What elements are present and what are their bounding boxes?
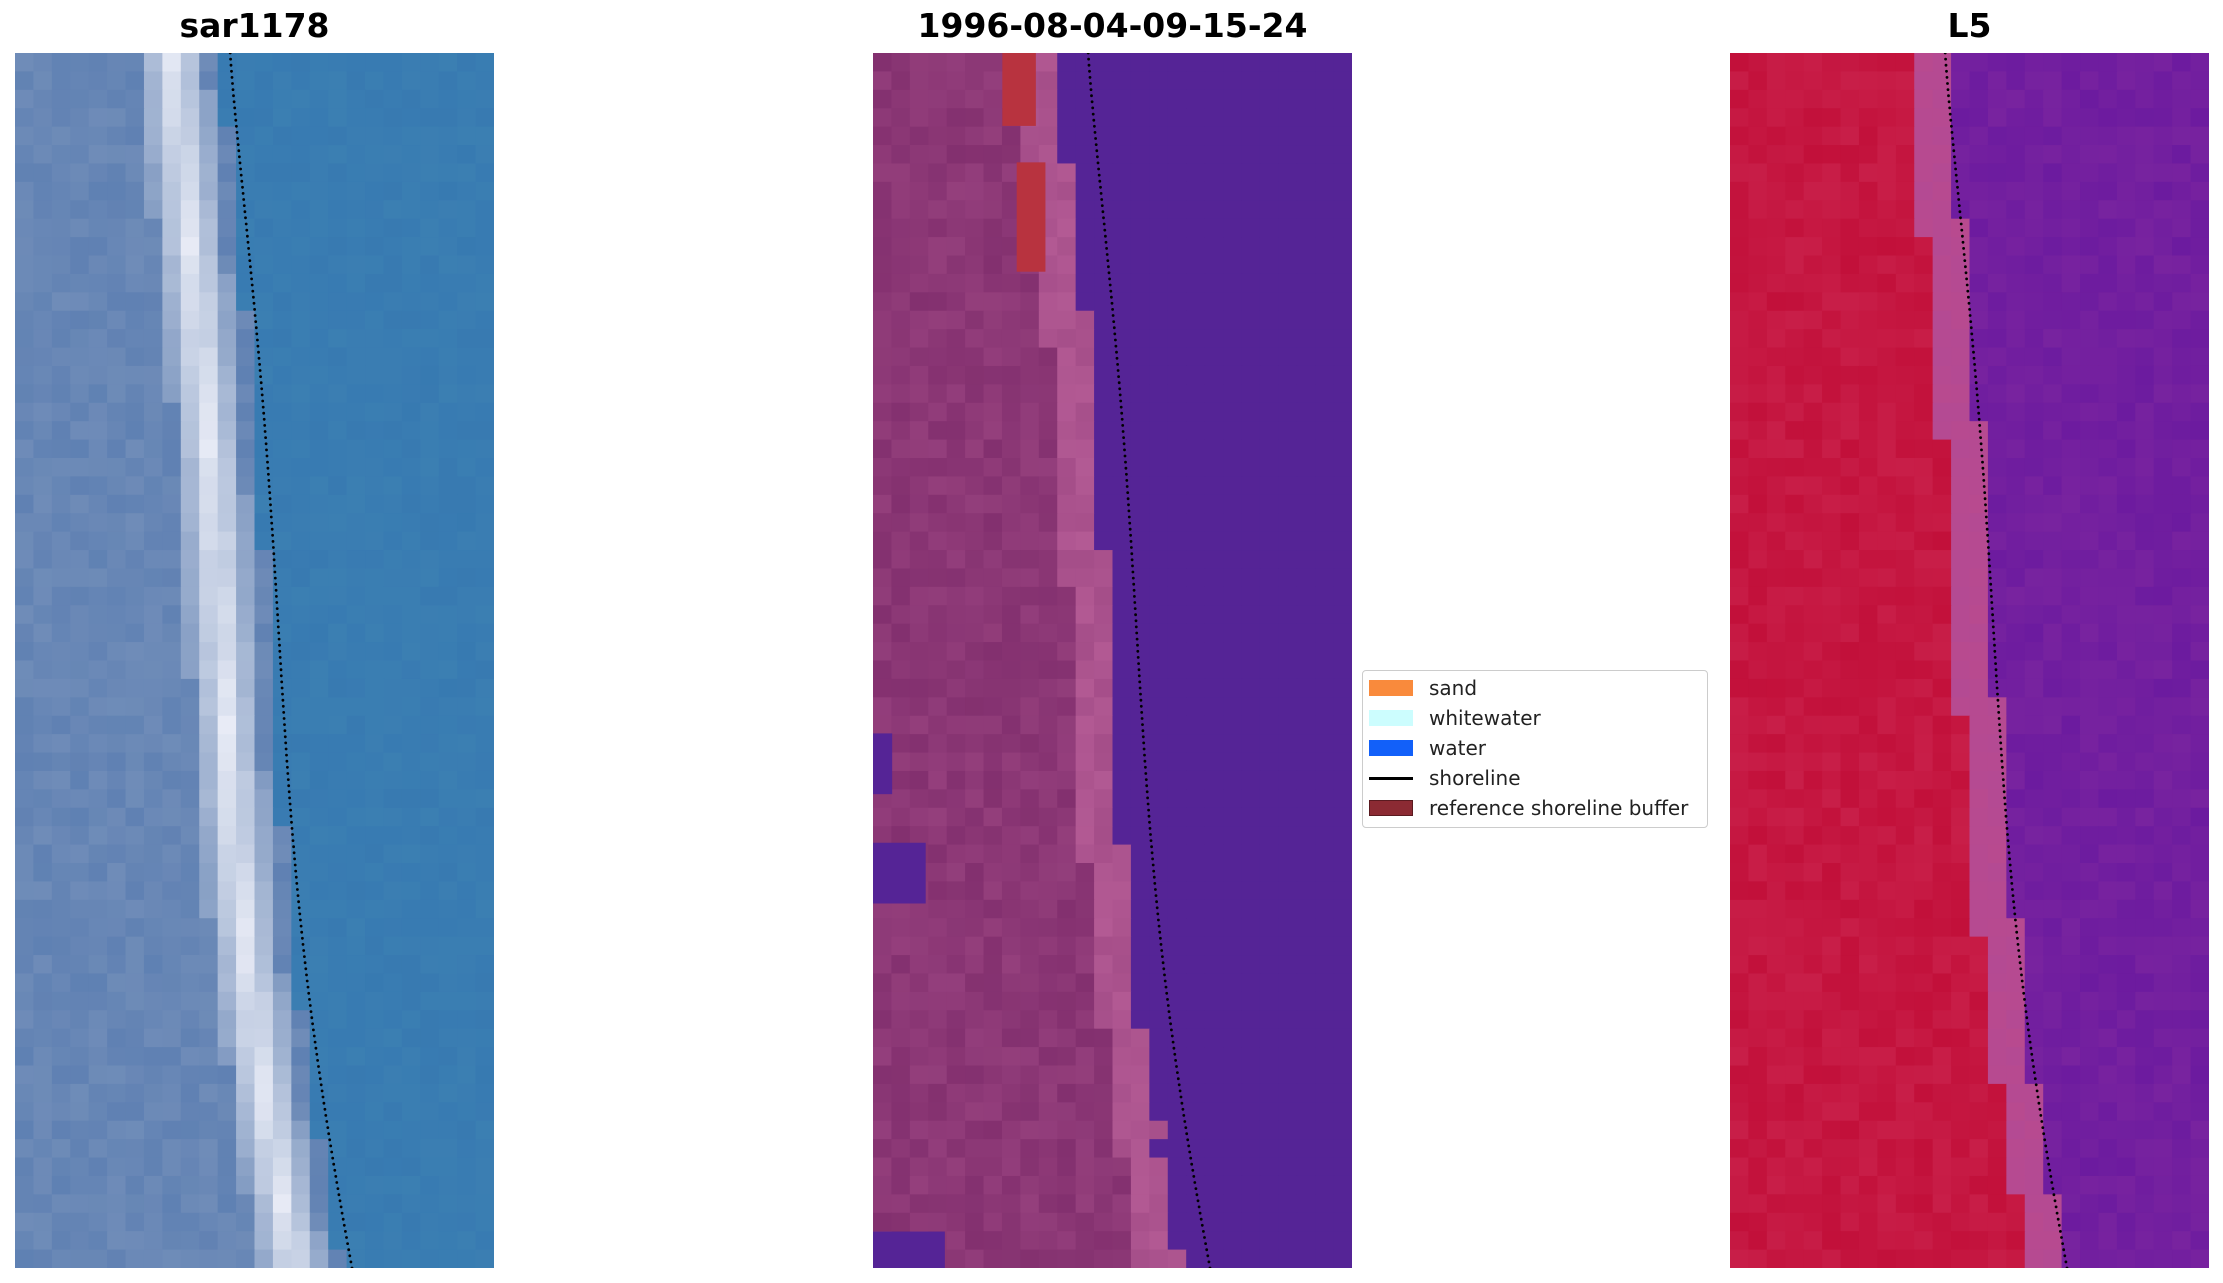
whitewater-swatch — [1369, 710, 1413, 726]
classified-image — [873, 53, 1352, 1268]
index-image-panel — [1730, 53, 2209, 1268]
rgb-image — [15, 53, 494, 1268]
shoreline-line-swatch — [1369, 776, 1413, 780]
legend-item-sand: sand — [1369, 675, 1477, 701]
legend-item-whitewater: whitewater — [1369, 705, 1541, 731]
water-patch — [873, 1231, 945, 1268]
legend-label-shoreline: shoreline — [1429, 766, 1521, 790]
legend-item-water: water — [1369, 735, 1486, 761]
buffer-patch — [1002, 53, 1036, 126]
legend-label-water: water — [1429, 736, 1486, 760]
shoreline-dots — [228, 53, 354, 1268]
index-image — [1730, 53, 2209, 1268]
panel-title-index: L5 — [1947, 6, 1992, 45]
classified-image-panel — [873, 53, 1352, 1268]
shoreline-dots — [1086, 53, 1212, 1268]
legend-label-sand: sand — [1429, 676, 1478, 700]
legend-label-reference-buffer: reference shoreline buffer — [1429, 796, 1689, 820]
legend-item-shoreline: shoreline — [1369, 765, 1521, 791]
rgb-image-panel — [15, 53, 494, 1268]
water-swatch — [1369, 740, 1413, 756]
legend-label-whitewater: whitewater — [1429, 706, 1541, 730]
water-patch — [873, 842, 926, 904]
shoreline-dots — [1943, 53, 2069, 1268]
sand-swatch — [1369, 680, 1413, 696]
legend-item-reference-buffer: reference shoreline buffer — [1369, 795, 1688, 821]
panel-title-rgb: sar1178 — [179, 6, 330, 45]
water-patch — [873, 733, 893, 795]
buffer-patch — [1016, 162, 1046, 272]
panel-title-classified: 1996-08-04-09-15-24 — [917, 6, 1308, 45]
legend: sand whitewater water shoreline referenc… — [1362, 670, 1708, 828]
buffer-swatch — [1369, 800, 1413, 816]
